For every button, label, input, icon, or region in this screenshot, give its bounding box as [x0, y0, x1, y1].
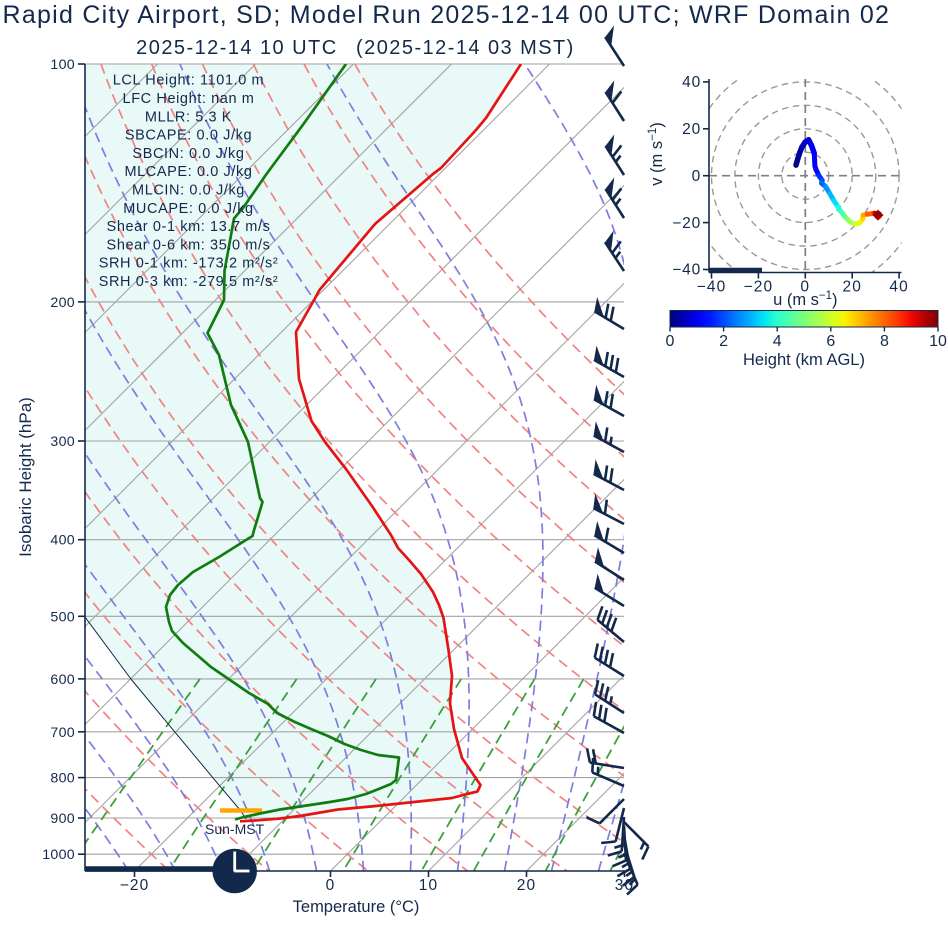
svg-text:MUCAPE: 0.0 J/kg: MUCAPE: 0.0 J/kg: [123, 201, 253, 217]
svg-text:Isobaric Height (hPa): Isobaric Height (hPa): [16, 397, 35, 557]
svg-text:−20: −20: [120, 877, 150, 894]
svg-text:8: 8: [880, 333, 889, 350]
svg-text:−40: −40: [697, 279, 727, 296]
svg-text:SRH 0-3 km: -279.5 m²/s²: SRH 0-3 km: -279.5 m²/s²: [99, 274, 279, 290]
svg-text:10: 10: [929, 333, 947, 350]
svg-text:SRH 0-1 km: -173.2 m²/s²: SRH 0-1 km: -173.2 m²/s²: [99, 256, 279, 272]
svg-text:900: 900: [50, 811, 75, 827]
svg-text:Shear 0-6 km: 35.0 m/s: Shear 0-6 km: 35.0 m/s: [107, 237, 271, 253]
svg-text:0: 0: [692, 168, 701, 185]
svg-text:Shear 0-1 km: 13.7 m/s: Shear 0-1 km: 13.7 m/s: [107, 219, 271, 235]
svg-text:20: 20: [517, 877, 536, 894]
svg-text:20: 20: [682, 121, 701, 138]
svg-text:4: 4: [773, 333, 782, 350]
svg-text:Height (km AGL): Height (km AGL): [743, 351, 865, 369]
svg-text:6: 6: [826, 333, 835, 350]
svg-text:40: 40: [682, 74, 701, 91]
svg-text:LFC Height: nan m: LFC Height: nan m: [123, 91, 255, 107]
svg-text:2: 2: [719, 333, 728, 350]
svg-text:100: 100: [50, 57, 75, 73]
svg-text:800: 800: [50, 771, 75, 787]
svg-text:SBCIN: 0.0 J/kg: SBCIN: 0.0 J/kg: [132, 146, 244, 162]
svg-text:Temperature (°C): Temperature (°C): [293, 898, 420, 916]
svg-text:10: 10: [419, 877, 438, 894]
svg-text:LCL Height: 1101.0 m: LCL Height: 1101.0 m: [113, 73, 264, 89]
svg-text:SBCAPE: 0.0 J/kg: SBCAPE: 0.0 J/kg: [125, 128, 252, 144]
svg-text:700: 700: [50, 725, 75, 741]
svg-text:MLLR: 5.3 K: MLLR: 5.3 K: [145, 109, 232, 125]
svg-text:0: 0: [326, 877, 336, 894]
svg-text:400: 400: [50, 533, 75, 549]
svg-text:600: 600: [50, 672, 75, 688]
svg-text:MLCIN: 0.0 J/kg: MLCIN: 0.0 J/kg: [132, 183, 245, 199]
svg-text:300: 300: [50, 434, 75, 450]
svg-text:200: 200: [50, 295, 75, 311]
svg-text:−40: −40: [672, 262, 701, 279]
svg-text:40: 40: [889, 279, 908, 296]
svg-text:1000: 1000: [42, 847, 75, 863]
svg-text:MLCAPE: 0.0 J/kg: MLCAPE: 0.0 J/kg: [124, 164, 252, 180]
svg-text:0: 0: [666, 333, 675, 350]
svg-text:20: 20: [842, 279, 861, 296]
svg-text:Rapid City Airport, SD; Model: Rapid City Airport, SD; Model Run 2025-1…: [3, 1, 891, 29]
svg-text:−20: −20: [672, 215, 701, 232]
svg-text:2025-12-14 10 UTC (2025-12-14: 2025-12-14 10 UTC (2025-12-14 03 MST): [136, 37, 575, 59]
svg-text:500: 500: [50, 609, 75, 625]
svg-text:Sun-MST: Sun-MST: [205, 821, 265, 837]
svg-text:−20: −20: [744, 279, 774, 296]
